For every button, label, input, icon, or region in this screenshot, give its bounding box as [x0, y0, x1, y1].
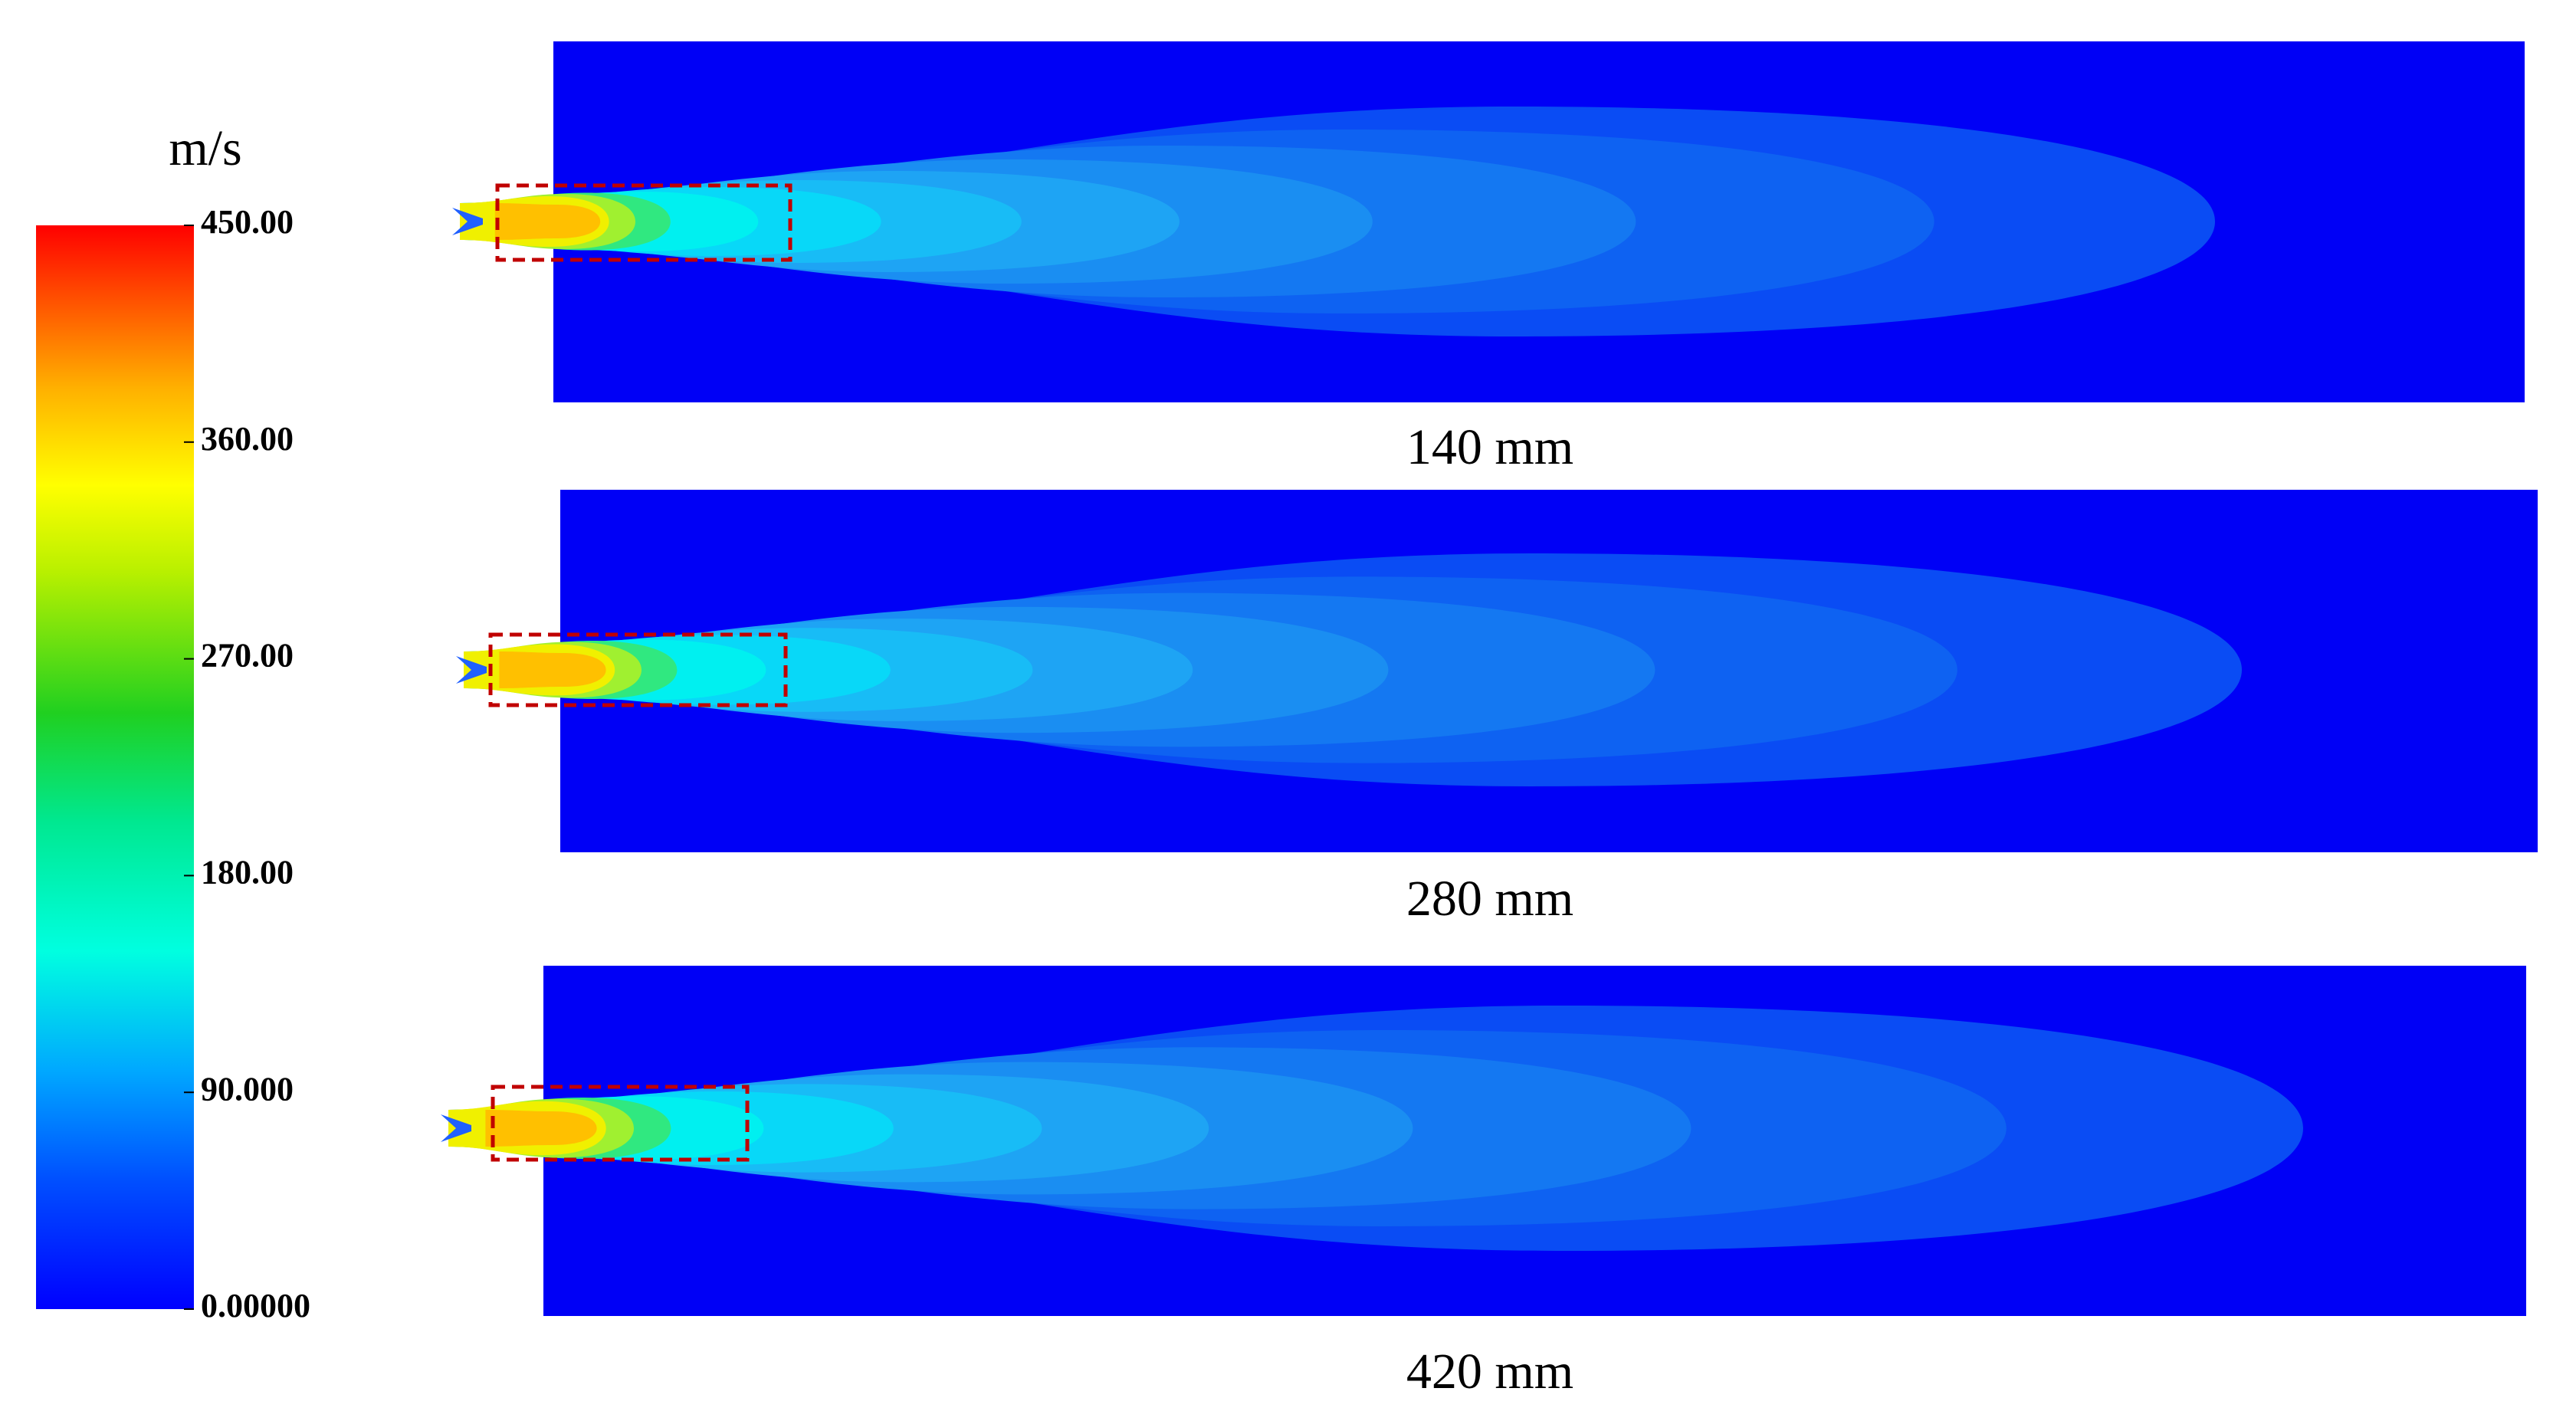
- contour-panel: 140 mm: [452, 41, 2525, 475]
- highlight-box: [491, 1085, 750, 1162]
- colorbar-tick-label: 0.00000: [201, 1287, 310, 1324]
- colorbar-tick-label: 360.00: [201, 420, 294, 458]
- colorbar-tick-label: 90.000: [201, 1070, 294, 1108]
- velocity-contour: [494, 203, 601, 240]
- nozzle-tip: [456, 656, 487, 684]
- nozzle-tip: [452, 208, 483, 235]
- highlight-box: [495, 183, 792, 262]
- colorbar-unit: m/s: [169, 120, 241, 176]
- panel-caption: 420 mm: [1406, 1344, 1573, 1400]
- contour-panel: 280 mm: [456, 490, 2538, 927]
- panel-caption: 280 mm: [1406, 871, 1573, 927]
- velocity-contour: [499, 651, 606, 688]
- contour-panel: 420 mm: [441, 966, 2526, 1400]
- colorbar-tick-label: 270.00: [201, 637, 294, 674]
- colorbar: [36, 225, 194, 1309]
- colorbar-tick-label: 450.00: [201, 203, 294, 241]
- nozzle-tip: [441, 1114, 471, 1142]
- highlight-box: [488, 632, 788, 707]
- colorbar-tick-label: 180.00: [201, 853, 294, 891]
- velocity-contour: [485, 1110, 597, 1147]
- panel-caption: 140 mm: [1406, 419, 1573, 475]
